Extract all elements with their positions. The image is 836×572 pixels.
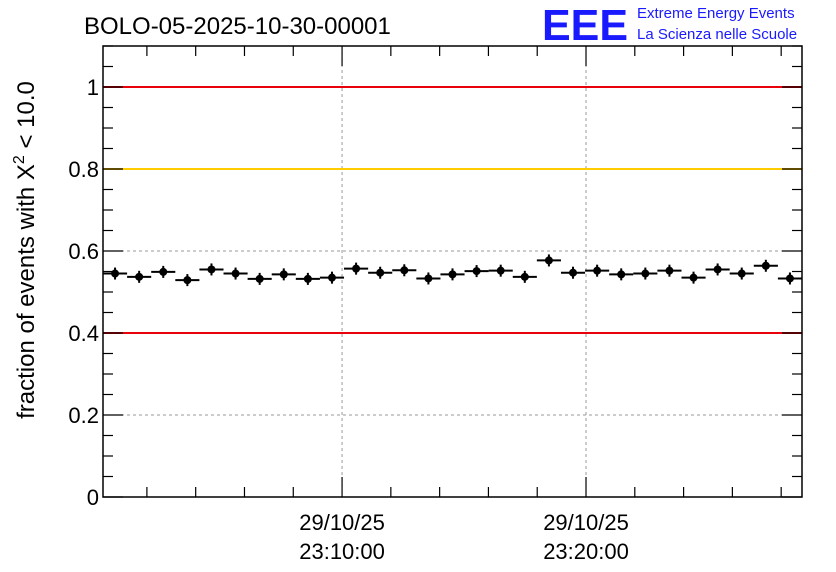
data-point-marker (544, 256, 553, 265)
data-point-marker (135, 272, 144, 281)
data-point-12 (392, 264, 417, 277)
x-tick-label-date-1: 29/10/25 (543, 510, 629, 535)
x-tick-label-time-0: 23:10:00 (299, 539, 385, 564)
data-point-marker (520, 272, 529, 281)
data-point-marker (737, 269, 746, 278)
data-point-marker (327, 273, 336, 282)
data-point-15 (464, 265, 489, 278)
x-tick-label-date-0: 29/10/25 (299, 510, 385, 535)
data-point-8 (295, 272, 320, 285)
data-point-14 (440, 268, 465, 281)
logo-line2: La Scienza nelle Scuole (637, 26, 797, 43)
data-point-17 (512, 270, 537, 283)
data-point-2 (151, 265, 176, 278)
data-point-26 (729, 267, 754, 280)
data-point-27 (753, 259, 778, 272)
logo-line1: Extreme Energy Events (637, 5, 795, 22)
logo-mark: EEE (542, 1, 628, 50)
data-point-marker (207, 265, 216, 274)
data-point-marker (665, 266, 674, 275)
data-point-marker (424, 274, 433, 283)
y-axis-title-sup: 2 (11, 155, 28, 164)
data-point-25 (705, 263, 730, 276)
data-point-marker (569, 268, 578, 277)
y-axis-title-main: fraction of events with (13, 180, 40, 419)
eee-logo: EEE Extreme Energy Events La Scienza nel… (542, 1, 797, 50)
axes (102, 45, 803, 498)
data-point-marker (593, 266, 602, 275)
y-tick-label-0: 0 (87, 485, 99, 510)
data-point-marker (255, 274, 264, 283)
data-point-20 (585, 264, 610, 277)
data-point-marker (111, 269, 120, 278)
data-point-marker (303, 274, 312, 283)
y-axis-title: fraction of events with X2 < 10.0 (11, 81, 40, 419)
y-tick-label-1: 0.2 (68, 403, 99, 428)
data-point-marker (496, 266, 505, 275)
data-point-5 (223, 267, 248, 280)
data-point-7 (271, 268, 296, 281)
data-point-11 (368, 266, 393, 279)
data-point-marker (159, 267, 168, 276)
y-tick-label-5: 1 (87, 75, 99, 100)
y-axis-title-symbol: X (13, 164, 40, 180)
data-point-16 (488, 264, 513, 277)
data-point-13 (416, 272, 441, 285)
data-point-1 (127, 270, 152, 283)
data-point-3 (175, 274, 200, 287)
data-point-22 (633, 267, 658, 280)
tick-labels: 0 0.2 0.4 0.6 0.8 1 29/10/25 23:10:00 29/10/25 23… (68, 75, 628, 564)
data-point-24 (681, 271, 706, 284)
data-point-18 (536, 254, 561, 267)
y-tick-label-2: 0.4 (68, 321, 99, 346)
data-point-21 (609, 268, 634, 281)
data-point-marker (472, 267, 481, 276)
data-point-marker (617, 270, 626, 279)
data-point-marker (641, 269, 650, 278)
data-point-marker (713, 265, 722, 274)
data-point-marker (448, 270, 457, 279)
data-point-10 (344, 262, 369, 275)
data-point-9 (319, 271, 345, 284)
data-point-marker (352, 264, 361, 273)
data-point-marker (785, 274, 794, 283)
data-point-19 (560, 266, 586, 279)
data-point-0 (103, 267, 128, 280)
data-point-4 (199, 263, 224, 276)
chart-title: BOLO-05-2025-10-30-00001 (84, 13, 391, 40)
x-tick-label-time-1: 23:20:00 (543, 539, 629, 564)
data-point-marker (761, 261, 770, 270)
data-point-marker (183, 276, 192, 285)
data-point-23 (657, 264, 682, 277)
data-point-marker (689, 273, 698, 282)
data-point-marker (376, 268, 385, 277)
y-axis-title-tail: < 10.0 (13, 81, 40, 155)
y-tick-label-4: 0.8 (68, 157, 99, 182)
data-points (103, 254, 802, 287)
data-point-6 (247, 272, 272, 285)
data-point-marker (400, 266, 409, 275)
data-point-28 (777, 272, 802, 285)
data-point-marker (279, 270, 288, 279)
reference-lines (103, 86, 802, 334)
y-tick-label-3: 0.6 (68, 239, 99, 264)
data-point-marker (231, 269, 240, 278)
